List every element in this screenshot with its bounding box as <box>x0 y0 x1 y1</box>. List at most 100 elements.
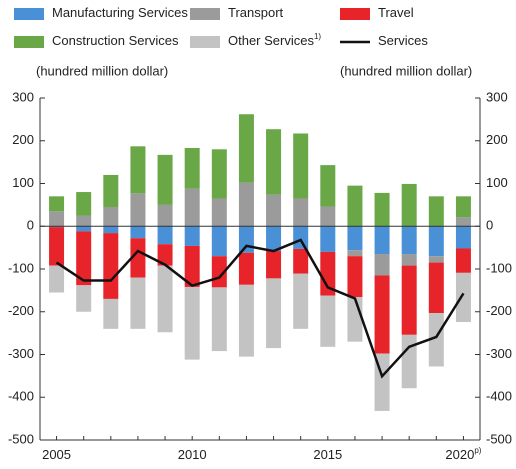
legend-label: Transport <box>228 5 284 20</box>
bar <box>130 193 146 227</box>
bar <box>49 196 65 212</box>
bar <box>157 154 173 205</box>
legend-text: Construction Services <box>52 33 179 48</box>
y2-tick-label: 200 <box>486 132 508 147</box>
y-tick-label: 200 <box>12 132 34 147</box>
bar <box>157 244 173 266</box>
x-tick-label: 2005 <box>42 447 71 462</box>
bar <box>320 295 336 347</box>
bar <box>211 149 227 199</box>
bar <box>130 146 146 194</box>
bar <box>103 233 119 299</box>
y-tick-label: 300 <box>12 89 34 104</box>
y2-tick-label: 100 <box>486 175 508 190</box>
bar <box>184 188 200 227</box>
bar <box>49 211 65 227</box>
bar <box>76 215 92 227</box>
bar <box>238 226 254 253</box>
bar <box>455 196 471 218</box>
bar <box>266 251 282 279</box>
line <box>55 238 465 379</box>
bar <box>76 285 92 312</box>
legend-label: Other Services1) <box>228 32 321 48</box>
y-tick-label: -300 <box>8 346 34 361</box>
legend-swatch <box>190 8 220 20</box>
bar <box>266 226 282 252</box>
y-tick-label: -400 <box>8 389 34 404</box>
bar <box>374 254 390 276</box>
bar <box>428 256 444 263</box>
x-tick-text: 2010 <box>178 447 207 462</box>
bar <box>293 198 309 227</box>
bar <box>103 207 119 227</box>
bar <box>374 226 390 255</box>
legend-label: Services <box>378 33 428 48</box>
x-tick-text: 2020 <box>445 447 474 462</box>
bar <box>347 297 363 342</box>
bar <box>103 174 119 208</box>
bar <box>157 204 173 227</box>
bar <box>374 275 390 354</box>
bar <box>455 226 471 249</box>
bar <box>428 313 444 367</box>
x-tick-text: 2015 <box>313 447 342 462</box>
y2-tick-label: -300 <box>486 346 512 361</box>
legend-label: Travel <box>378 5 414 20</box>
y2-tick-label: 300 <box>486 89 508 104</box>
bar <box>49 227 65 266</box>
bar <box>293 226 309 249</box>
bar <box>103 298 119 329</box>
y2-tick-label: 0 <box>486 218 493 233</box>
bar <box>130 277 146 329</box>
bar <box>76 192 92 216</box>
bar <box>455 217 471 227</box>
bar <box>428 226 444 257</box>
bar <box>374 192 390 227</box>
y2-tick-label: -200 <box>486 303 512 318</box>
bar <box>320 165 336 207</box>
y-axis-label: (hundred million dollar) <box>36 63 168 78</box>
legend-label: Manufacturing Services <box>52 5 188 20</box>
legend-text: Travel <box>378 5 414 20</box>
y-tick-label: -200 <box>8 303 34 318</box>
bar <box>184 148 200 189</box>
legend-text: Services <box>378 33 428 48</box>
legend-swatch <box>190 36 220 48</box>
y-tick-label: 0 <box>27 218 34 233</box>
y2-tick-label: -500 <box>486 431 512 446</box>
legend-text: Manufacturing Services <box>52 5 188 20</box>
bar <box>401 334 417 389</box>
bar <box>320 251 336 296</box>
bar <box>320 226 336 252</box>
y-tick-label: -100 <box>8 260 34 275</box>
bar <box>428 262 444 314</box>
bar <box>130 226 146 239</box>
bar <box>157 265 173 333</box>
bar <box>347 250 363 257</box>
bar <box>157 226 173 245</box>
y2-axis-label: (hundred million dollar) <box>340 63 472 78</box>
bar <box>76 231 92 286</box>
bar <box>103 226 119 234</box>
bar <box>266 278 282 349</box>
x-tick-text: 2005 <box>42 447 71 462</box>
x-tick-note: p) <box>474 446 481 455</box>
legend-note: 1) <box>314 32 321 41</box>
bar <box>347 185 363 227</box>
x-tick-label: 2020p) <box>445 446 481 462</box>
legend-swatch <box>14 8 44 20</box>
bar <box>238 284 254 357</box>
bar <box>293 248 309 274</box>
bar <box>130 238 146 278</box>
bar <box>184 245 200 287</box>
bar <box>401 183 417 227</box>
legend-text: Transport <box>228 5 284 20</box>
x-tick-label: 2010 <box>178 447 207 462</box>
bar <box>401 265 417 335</box>
bar <box>455 272 471 323</box>
bar <box>266 129 282 195</box>
y-tick-label: -500 <box>8 431 34 446</box>
bar <box>76 226 92 232</box>
y-tick-label: 100 <box>12 175 34 190</box>
